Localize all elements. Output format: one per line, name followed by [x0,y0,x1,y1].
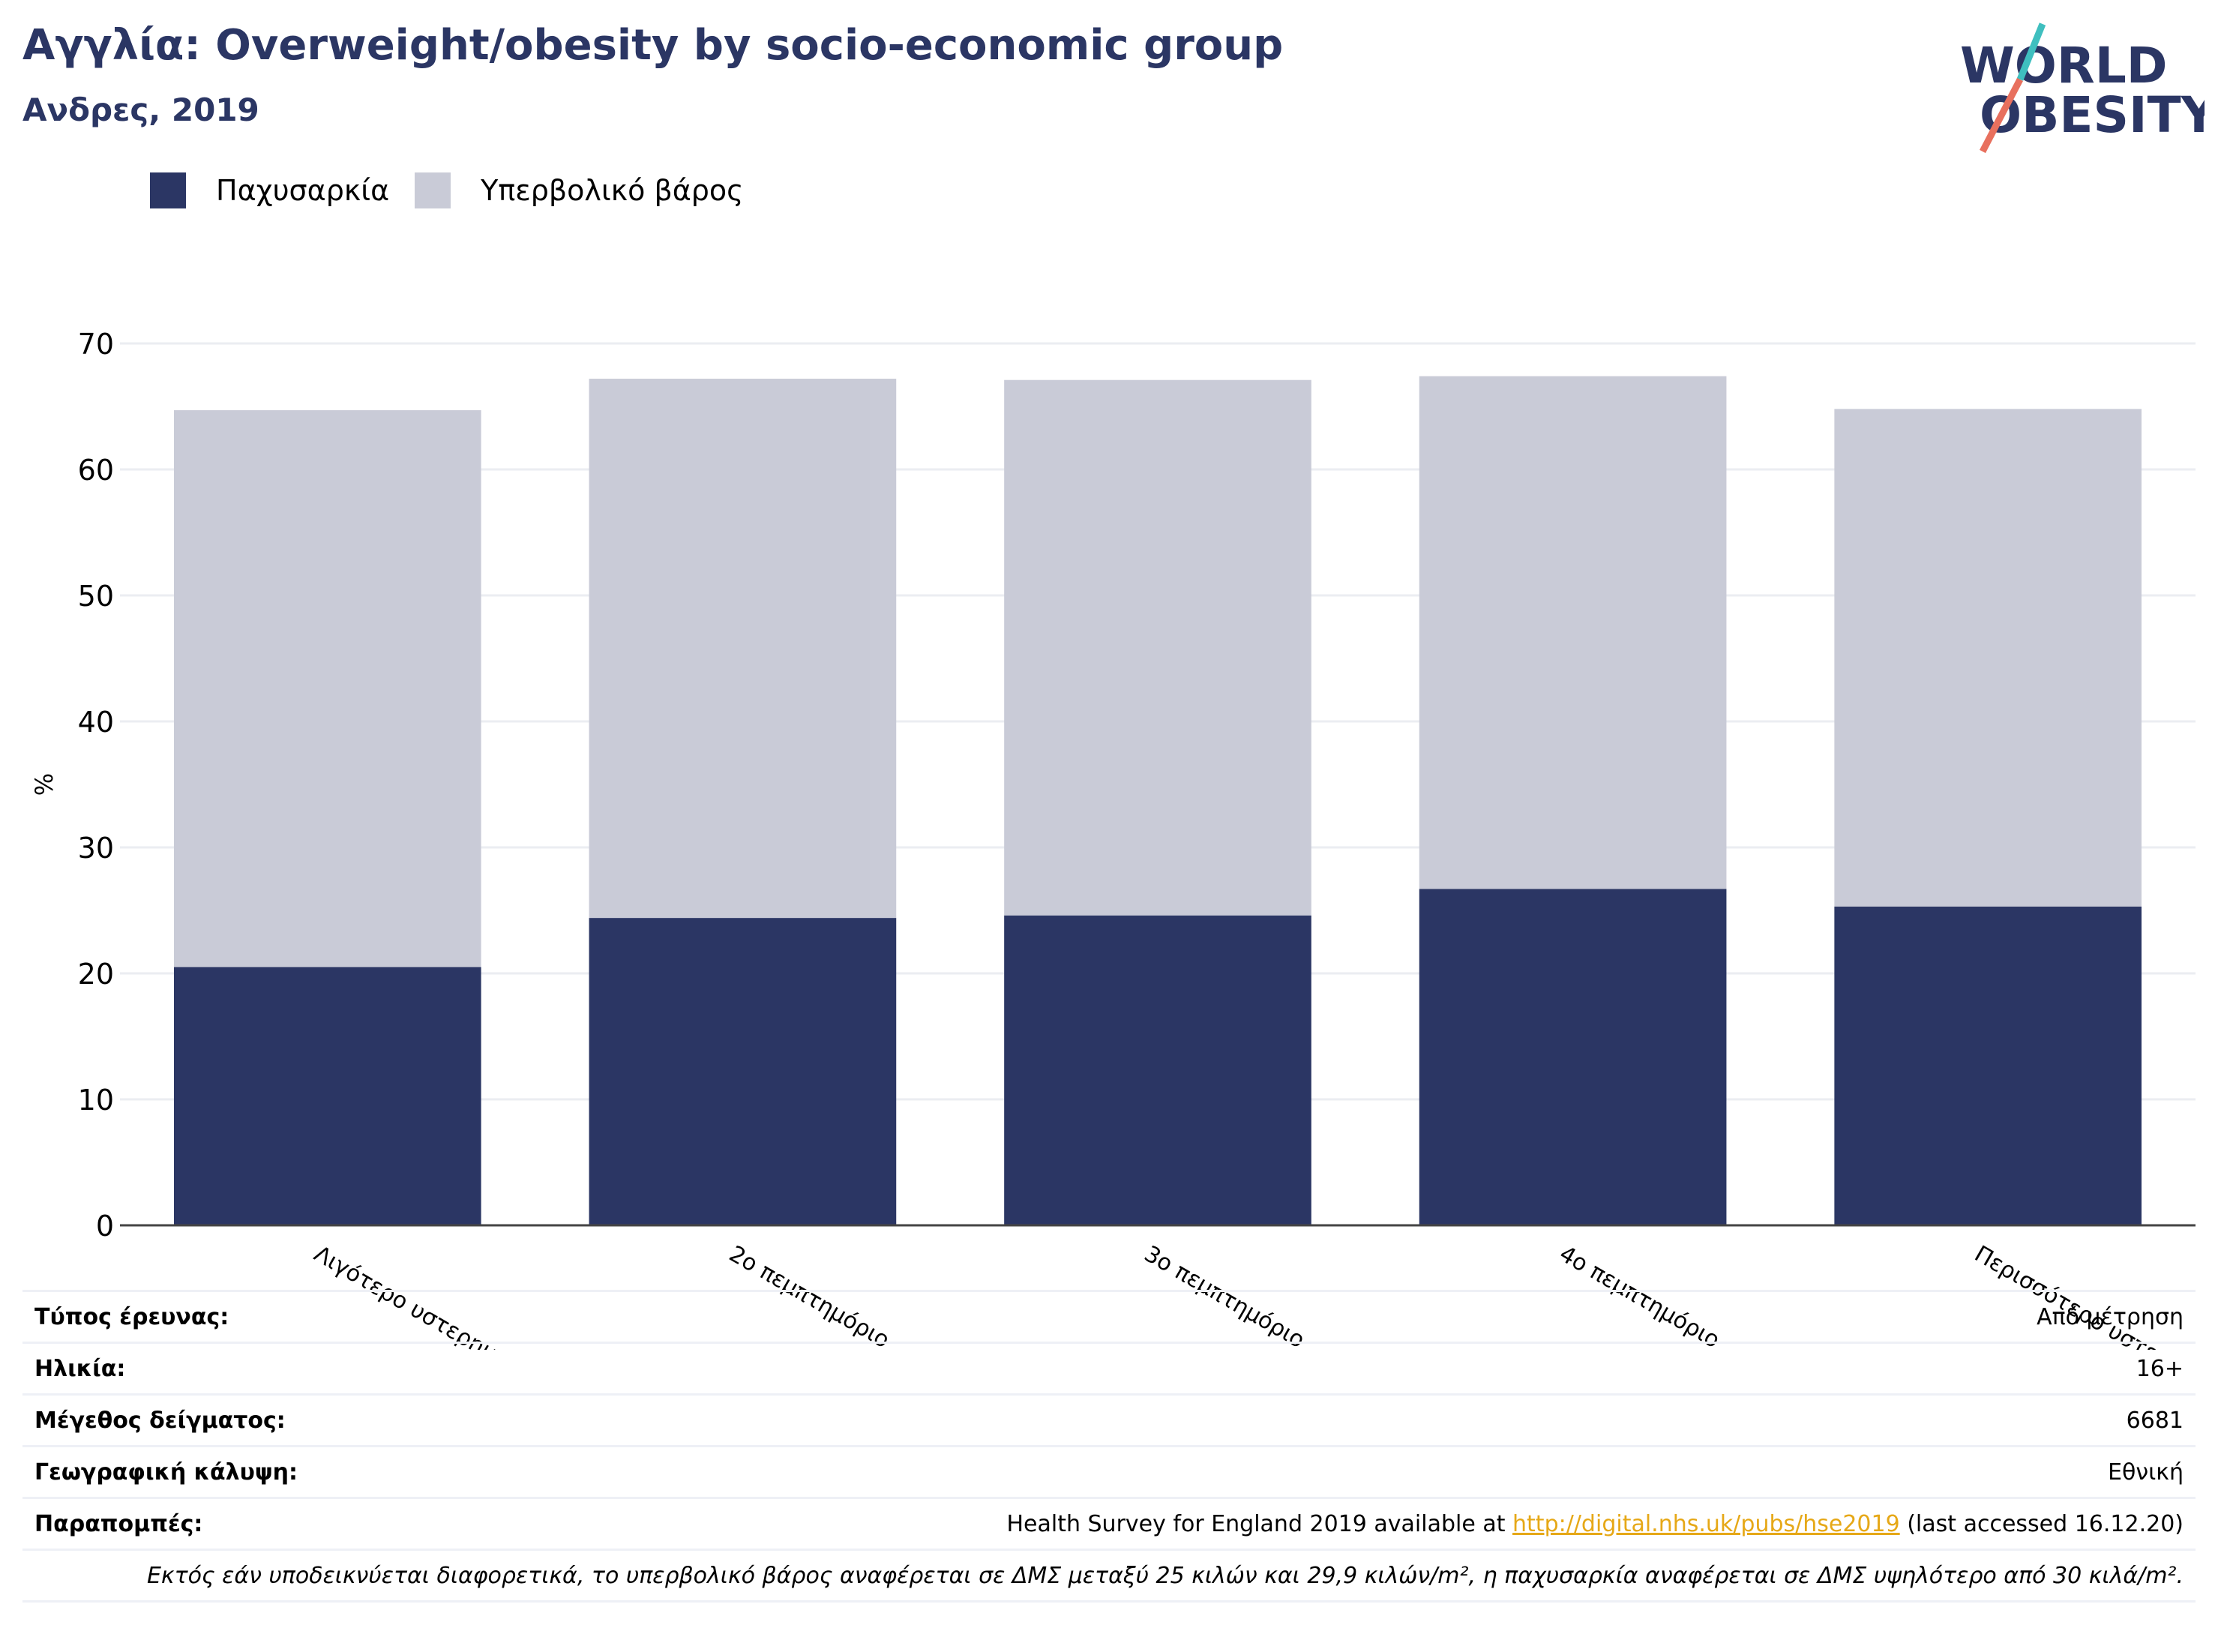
legend: Παχυσαρκία Υπερβολικό βάρος [150,172,769,208]
bar-overweight [1834,409,2142,907]
info-key-sample-size: Μέγεθος δείγματος: [34,1407,286,1434]
logo-word-obesity: OBESITY [1980,86,2205,144]
info-row-age: Ηλικία: 16+ [22,1344,2196,1396]
info-key-coverage: Γεωγραφική κάλυψη: [34,1459,298,1486]
logo-word-world: WORLD [1960,37,2168,94]
y-tick-label: 50 [78,580,114,613]
y-tick-label: 70 [78,328,114,361]
bar-obesity [1834,906,2142,1225]
reference-link[interactable]: http://digital.nhs.uk/pubs/hse2019 [1512,1510,1900,1537]
info-row-references: Παραπομπές: Health Survey for England 20… [22,1499,2196,1551]
info-key-references: Παραπομπές: [34,1510,203,1537]
legend-swatch-obesity [150,172,186,208]
y-tick-label: 30 [78,832,114,865]
bar-obesity [173,967,481,1225]
logo-slash-teal [2016,22,2046,81]
bar-obesity [1419,889,1727,1225]
info-key-age: Ηλικία: [34,1355,126,1382]
bar-overweight [1004,379,1311,916]
y-tick-label: 20 [78,958,114,991]
y-tick-label: 0 [96,1210,114,1243]
y-tick-label: 40 [78,706,114,739]
info-value-coverage: Εθνική [2108,1459,2184,1486]
footnote-text: Εκτός εάν υποδεικνύεται διαφορετικά, το … [146,1562,2184,1589]
bar-overweight [589,379,897,919]
legend-label-overweight: Υπερβολικό βάρος [481,174,744,207]
info-key-survey-type: Τύπος έρευνας: [34,1303,229,1330]
chart-subtitle: Ανδρες, 2019 [22,91,259,128]
y-tick-label: 60 [78,454,114,487]
legend-swatch-overweight [415,172,451,208]
reference-suffix: (last accessed 16.12.20) [1899,1510,2184,1537]
y-tick-label: 10 [78,1084,114,1117]
logo-slash-coral [1980,77,2023,154]
bar-obesity [1004,915,1311,1225]
info-value-survey-type: Από μέτρηση [2037,1303,2184,1330]
legend-label-obesity: Παχυσαρκία [216,174,390,207]
info-row-coverage: Γεωγραφική κάλυψη: Εθνική [22,1447,2196,1499]
y-axis-label: % [30,773,58,796]
legend-item-overweight[interactable]: Υπερβολικό βάρος [415,172,743,208]
info-row-sample-size: Μέγεθος δείγματος: 6681 [22,1396,2196,1447]
info-row-survey-type: Τύπος έρευνας: Από μέτρηση [22,1292,2196,1344]
bar-obesity [589,918,897,1225]
reference-prefix: Health Survey for England 2019 available… [1006,1510,1513,1537]
bar-overweight [173,410,481,967]
info-value-references: Health Survey for England 2019 available… [1006,1511,2184,1537]
world-obesity-logo: WORLD OBESITY [1960,22,2205,154]
info-value-age: 16+ [2136,1355,2184,1382]
info-value-sample-size: 6681 [2126,1407,2184,1434]
chart-title: Αγγλία: Overweight/obesity by socio-econ… [22,21,1284,70]
legend-item-obesity[interactable]: Παχυσαρκία [150,172,389,208]
info-row-footnote: Εκτός εάν υποδεικνύεται διαφορετικά, το … [22,1551,2196,1603]
survey-info-table: Τύπος έρευνας: Από μέτρηση Ηλικία: 16+ Μ… [22,1290,2196,1603]
bar-overweight [1419,376,1727,889]
